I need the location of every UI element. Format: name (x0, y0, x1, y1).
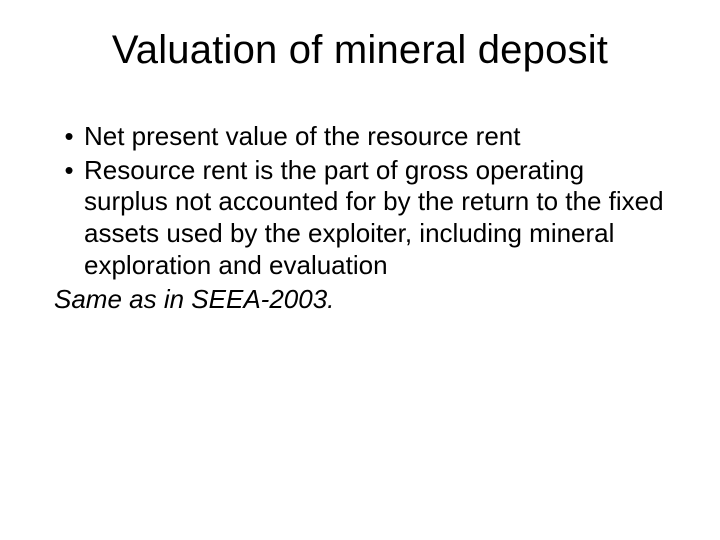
slide: Valuation of mineral deposit • Net prese… (0, 0, 720, 540)
bullet-marker-icon: • (54, 155, 84, 187)
slide-body: • Net present value of the resource rent… (54, 121, 666, 315)
slide-title: Valuation of mineral deposit (54, 28, 666, 73)
closing-text: Same as in SEEA-2003. (54, 284, 666, 316)
bullet-marker-icon: • (54, 121, 84, 153)
bullet-item: • Resource rent is the part of gross ope… (54, 155, 666, 282)
bullet-text: Net present value of the resource rent (84, 121, 666, 153)
bullet-text: Resource rent is the part of gross opera… (84, 155, 666, 282)
bullet-item: • Net present value of the resource rent (54, 121, 666, 153)
